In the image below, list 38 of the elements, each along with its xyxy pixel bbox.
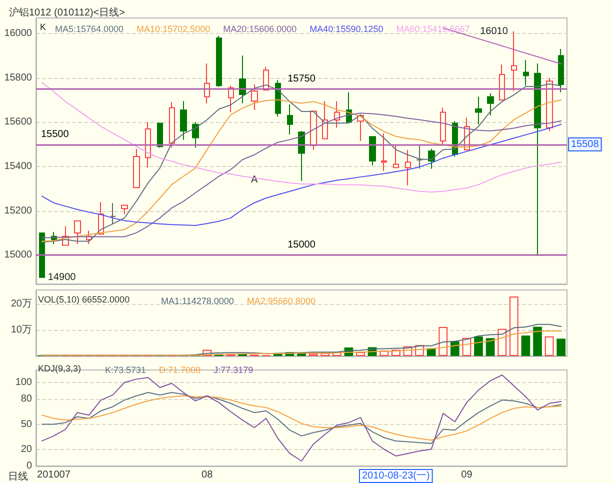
text: MA1:114278.0000 — [161, 296, 234, 306]
annotation: 16010 — [480, 26, 508, 37]
x-tick-label: 2010-08-23(一) — [362, 470, 430, 482]
text: MA60:15419.6667 — [396, 24, 470, 34]
chart-title: KDJ(9,3,3) — [38, 364, 82, 374]
annotation: K — [40, 22, 46, 32]
ref-line-label: 15500 — [41, 128, 70, 140]
chart-title: 沪铝1012 (010112)<日线> — [9, 6, 126, 18]
text: J:77.3179 — [214, 365, 254, 375]
x-tick-label: 09 — [461, 470, 473, 480]
y-tick-label: 20 — [20, 444, 32, 455]
y-tick-label: 80 — [20, 394, 32, 405]
y-tick-label: 50 — [20, 418, 32, 430]
text: MA20:15606.0000 — [223, 24, 297, 34]
ref-line-label: 15750 — [288, 73, 316, 84]
text: 15508 — [571, 138, 600, 150]
ref-line-label: 15000 — [288, 240, 316, 251]
y-tick-label: 20万 — [10, 298, 32, 310]
y-tick-label: 15200 — [4, 205, 32, 216]
y-tick-label: 0 — [26, 460, 32, 472]
y-tick-label: 15400 — [4, 161, 32, 172]
x-tick-label: 201007 — [37, 470, 71, 480]
text: VOL(5,10) 66552.0000 — [38, 294, 130, 304]
x-tick-label: 08 — [202, 470, 214, 480]
y-tick-label: 15600 — [4, 116, 32, 128]
text: MA10:15702.5000 — [136, 24, 210, 34]
y-tick-label: 100 — [15, 377, 32, 388]
annotation: 14900 — [48, 272, 76, 283]
series-label: K:73.5731 — [105, 365, 146, 375]
text: MA40:15590.1250 — [310, 24, 384, 34]
y-tick-label: 15000 — [4, 250, 32, 261]
text: D:71.7008 — [159, 365, 201, 375]
x-axis-title: 日线 — [8, 470, 28, 482]
text: MA5:15764.0000 — [55, 24, 124, 34]
text: MA2:95660.8000 — [246, 296, 316, 306]
y-tick-label: 10万 — [10, 324, 32, 336]
y-tick-label: 15800 — [4, 72, 32, 84]
y-tick-label: 16000 — [4, 28, 32, 40]
